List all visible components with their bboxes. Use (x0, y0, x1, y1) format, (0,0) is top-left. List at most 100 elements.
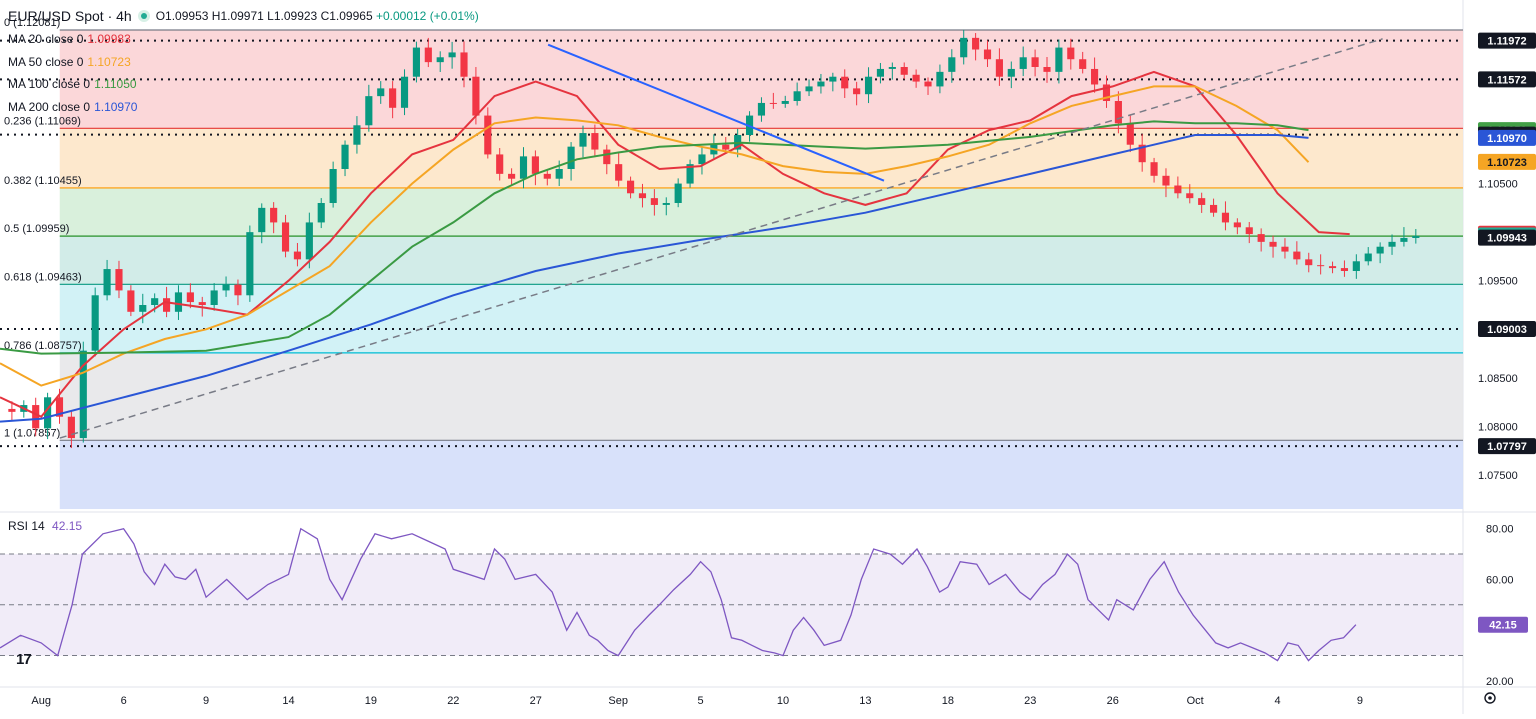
rsi-tick-label: 20.00 (1486, 676, 1514, 688)
price-badge-bg (1478, 153, 1536, 170)
candle-body (1114, 101, 1122, 124)
candle-body (1317, 265, 1325, 267)
candle-body (1233, 222, 1241, 228)
ma20-legend[interactable]: MA 20 close 0 1.09983 (8, 32, 131, 46)
candle-body (186, 292, 194, 303)
candle (674, 178, 682, 208)
candle (936, 64, 944, 94)
candle (1079, 51, 1087, 74)
time-tick-label: 14 (282, 695, 294, 707)
candle-body (1162, 175, 1170, 186)
candle-body (888, 67, 896, 69)
candle-body (543, 173, 551, 179)
candle (829, 72, 837, 92)
candle (1328, 261, 1337, 274)
price-badge: 1.11572 (1478, 71, 1536, 88)
ma200-legend-label: MA 200 close 0 (8, 100, 91, 114)
candle-body (757, 102, 766, 116)
ma50-legend[interactable]: MA 50 close 0 1.10723 (8, 55, 131, 69)
ma100-legend-value: 1.11050 (94, 77, 137, 91)
candle (603, 144, 611, 175)
candle-body (1007, 68, 1015, 77)
candle (1412, 228, 1420, 244)
open-value: O1.09953 (155, 9, 209, 23)
candle-body (900, 67, 908, 75)
candle-body (1198, 198, 1206, 205)
candle (484, 107, 492, 159)
candle (972, 33, 980, 61)
candle (460, 41, 468, 88)
ma200-legend[interactable]: MA 200 close 0 1.10970 (8, 100, 137, 114)
candle (1067, 38, 1075, 70)
fib-label-0.5: 0.5 (1.09959) (4, 223, 69, 235)
candle (424, 37, 432, 68)
rsi-badge-bg (1478, 616, 1528, 633)
candle-body (983, 49, 992, 60)
candle (91, 287, 99, 357)
trendline-blue-downtrend (547, 43, 885, 182)
candle (317, 198, 325, 229)
candle (1055, 39, 1063, 84)
price-tick-label: 1.08500 (1478, 373, 1518, 385)
time-tick-label: 9 (203, 695, 209, 707)
ma50-legend-value: 1.10723 (87, 55, 131, 69)
candle-body (44, 397, 52, 429)
candle (389, 81, 397, 119)
candle-body (508, 173, 516, 179)
candle (888, 62, 896, 80)
ma100-legend-label: MA 100 close 0 (8, 77, 91, 91)
candle (841, 69, 849, 98)
candle-body (686, 164, 694, 184)
candle-body (1245, 227, 1253, 235)
candle (377, 81, 385, 104)
settings-gear-icon[interactable] (1484, 692, 1496, 704)
candle (912, 69, 920, 88)
candle (341, 140, 349, 177)
change-value: +0.00012 (+0.01%) (375, 9, 479, 23)
candle-body (531, 156, 539, 174)
candle (103, 259, 111, 301)
rsi-legend[interactable]: RSI 14 42.15 (8, 519, 82, 533)
candle (305, 212, 313, 269)
time-tick-label: Oct (1187, 695, 1204, 707)
candle (1031, 49, 1039, 77)
candle (1019, 46, 1027, 77)
gear-ring (1484, 692, 1496, 704)
candle-body (603, 149, 611, 165)
candle (234, 279, 242, 306)
candle-body (162, 298, 171, 312)
candle-body (222, 284, 230, 291)
ma100-legend[interactable]: MA 100 close 0 1.11050 (8, 77, 137, 91)
candle (1198, 192, 1206, 213)
candle (353, 116, 361, 154)
candle-body (698, 154, 706, 165)
candle-body (246, 232, 254, 296)
candle-body (615, 164, 623, 181)
time-tick-label: Aug (31, 695, 51, 707)
candle (365, 84, 373, 132)
low-value: L1.09923 (267, 9, 318, 23)
symbol-title[interactable]: EUR/USD Spot · 4h (8, 8, 132, 24)
candle-body (1257, 234, 1265, 242)
time-tick-label: 6 (121, 695, 127, 707)
candle-body (198, 302, 206, 305)
candle (638, 183, 647, 208)
fib-zone-5 (59, 352, 1463, 441)
candle-body (579, 133, 587, 147)
candle (1174, 176, 1182, 199)
tradingview-logo[interactable]: 17 (16, 651, 32, 668)
price-badge: 1.11972 (1478, 32, 1536, 49)
ma-line-ma200 (0, 134, 1309, 423)
candle-body (210, 290, 218, 305)
candle-body (650, 198, 658, 205)
candle-body (400, 76, 409, 108)
candle-body (1412, 236, 1420, 238)
rsi-legend-value: 42.15 (52, 519, 83, 533)
candle-body (365, 96, 373, 126)
candle-body (864, 76, 873, 95)
fib-label-1: 1 (1.07857) (4, 427, 60, 439)
candle (1221, 201, 1230, 231)
candle-body (567, 146, 575, 169)
time-tick-label: 13 (859, 695, 871, 707)
